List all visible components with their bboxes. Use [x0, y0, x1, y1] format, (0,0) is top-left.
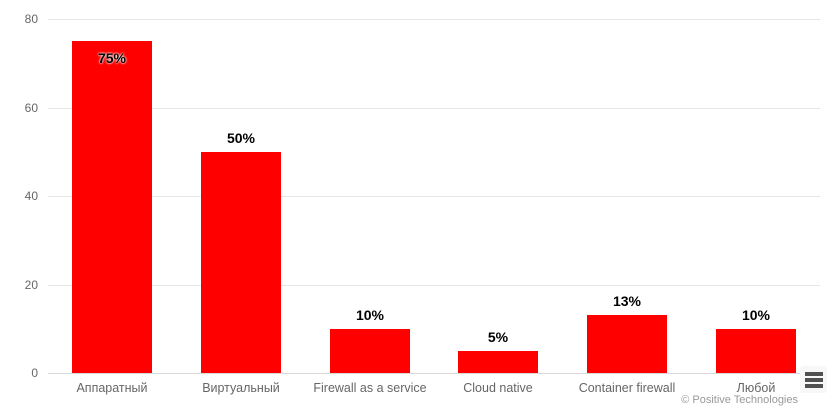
y-axis-tick-label: 80 [24, 12, 38, 26]
bar-value-label: 10% [741, 307, 771, 323]
bar-value-label: 75% [97, 50, 127, 66]
x-axis-category-label: Cloud native [463, 381, 533, 395]
y-gridline [48, 19, 820, 20]
x-axis-category-label: Firewall as a service [313, 381, 427, 395]
bar-2[interactable] [201, 152, 281, 373]
hamburger-icon [804, 377, 823, 382]
bar-value-label: 13% [612, 293, 642, 309]
bar-4[interactable] [458, 351, 538, 373]
bar-1[interactable] [72, 41, 152, 373]
y-axis-tick-label: 0 [31, 366, 38, 380]
bar-value-label: 50% [226, 130, 256, 146]
y-axis-tick-label: 60 [24, 101, 38, 115]
bar-value-label: 5% [487, 329, 509, 345]
bar-value-label: 10% [355, 307, 385, 323]
hamburger-icon [804, 371, 823, 376]
bar-5[interactable] [587, 315, 667, 373]
y-gridline [48, 108, 820, 109]
hamburger-icon [804, 383, 823, 388]
x-axis-category-label: Виртуальный [202, 381, 280, 395]
x-axis-category-label: Container firewall [578, 381, 676, 395]
y-gridline [48, 196, 820, 197]
x-axis-line [48, 373, 820, 374]
bar-6[interactable] [716, 329, 796, 373]
hamburger-menu-button[interactable] [800, 366, 827, 393]
credits-label: © Positive Technologies [681, 394, 798, 406]
y-axis-tick-label: 40 [24, 189, 38, 203]
bar-3[interactable] [330, 329, 410, 373]
x-axis-category-label: Аппаратный [76, 381, 148, 395]
x-axis-category-label: Любой [736, 381, 776, 395]
y-gridline [48, 285, 820, 286]
y-axis-tick-label: 20 [24, 278, 38, 292]
